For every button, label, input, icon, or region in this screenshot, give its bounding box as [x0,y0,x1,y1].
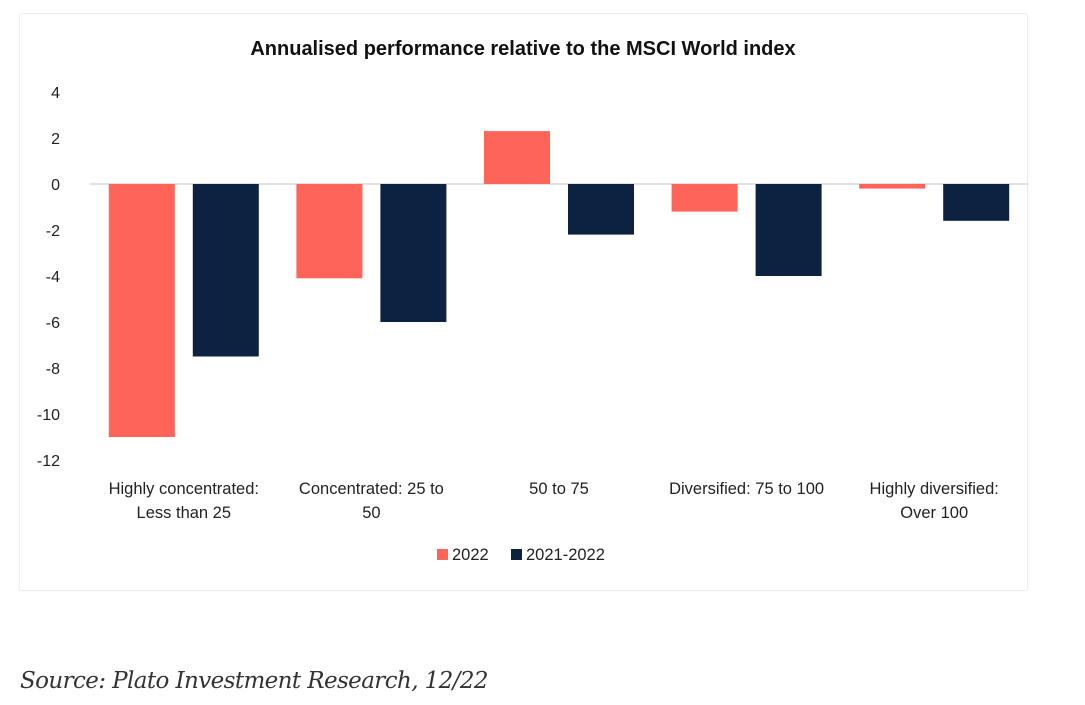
x-tick-label: 50 to 75 [529,480,589,498]
bar-chart: Annualised performance relative to the M… [37,38,1028,564]
bar-2021-2022-3 [755,184,822,276]
legend: 2022 2021-2022 [437,546,605,564]
y-tick-label: -4 [46,269,60,286]
bar-2022-1 [296,184,363,279]
y-axis: 4 2 0 -2 -4 -6 -8 -10 -12 [37,85,60,470]
x-tick-label: Less than 25 [137,504,232,522]
bar-2021-2022-4 [943,184,1010,221]
y-tick-label: -10 [37,407,60,424]
bars [108,131,1010,437]
y-tick-label: -2 [46,223,60,240]
y-tick-label: -6 [46,315,60,332]
y-tick-label: 0 [51,177,60,194]
x-tick-label: Highly diversified: [870,480,999,498]
bar-2021-2022-0 [192,184,259,357]
y-tick-label: 4 [51,85,60,102]
y-tick-label: 2 [51,131,60,148]
bar-2022-0 [108,184,175,437]
bar-2022-2 [484,131,550,184]
chart-card [19,13,1028,591]
x-tick-label: 50 [362,504,380,522]
y-tick-label: -12 [37,453,60,470]
legend-label: 2021-2022 [526,546,605,564]
bar-2021-2022-1 [380,184,447,322]
chart-title: Annualised performance relative to the M… [250,38,795,60]
x-axis: Highly concentrated: Less than 25 Concentr… [109,480,999,522]
legend-swatch [511,549,522,560]
bar-2022-3 [671,184,738,212]
bar-2021-2022-2 [568,184,634,235]
legend-swatch [437,549,448,560]
x-tick-label: Highly concentrated: [109,480,259,498]
bar-2022-4 [859,184,926,189]
y-tick-label: -8 [46,361,60,378]
legend-label: 2022 [452,546,489,564]
x-tick-label: Diversified: 75 to 100 [669,480,824,498]
x-tick-label: Over 100 [900,504,968,522]
source-caption: Source: Plato Investment Research, 12/22 [20,668,489,694]
x-tick-label: Concentrated: 25 to [299,480,444,498]
